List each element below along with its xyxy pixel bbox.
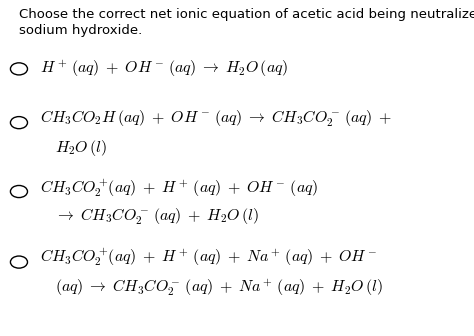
Text: sodium hydroxide.: sodium hydroxide. [19, 24, 142, 37]
Text: $(aq)\;\rightarrow\;CH_3CO_2^-\,(aq)\;+\;Na^+\,(aq)\;+\;H_2O\,(l)$: $(aq)\;\rightarrow\;CH_3CO_2^-\,(aq)\;+\… [55, 277, 382, 297]
Text: Choose the correct net ionic equation of acetic acid being neutralized with: Choose the correct net ionic equation of… [19, 8, 474, 22]
Text: $CH_3CO_2^+\!(aq)\;+\;H^+\,(aq)\;+\;Na^+\,(aq)\;+\;OH^-$: $CH_3CO_2^+\!(aq)\;+\;H^+\,(aq)\;+\;Na^+… [40, 246, 378, 268]
Text: $H_2O\,(l)$: $H_2O\,(l)$ [55, 138, 107, 158]
Text: $CH_3CO_2^+\!(aq)\;+\;H^+\,(aq)\;+\;OH^-\,(aq)$: $CH_3CO_2^+\!(aq)\;+\;H^+\,(aq)\;+\;OH^-… [40, 177, 319, 199]
Text: $CH_3CO_2H\,(aq)\;+\;OH^-\,(aq)\;\rightarrow\;CH_3CO_2^-\,(aq)\;+$: $CH_3CO_2H\,(aq)\;+\;OH^-\,(aq)\;\righta… [40, 109, 392, 129]
Text: $\rightarrow\;CH_3CO_2^-\,(aq)\;+\;H_2O\,(l)$: $\rightarrow\;CH_3CO_2^-\,(aq)\;+\;H_2O\… [55, 207, 258, 227]
Text: $H^+\,(aq)\;+\;OH^-\,(aq)\;\rightarrow\;H_2O\,(aq)$: $H^+\,(aq)\;+\;OH^-\,(aq)\;\rightarrow\;… [40, 59, 289, 79]
